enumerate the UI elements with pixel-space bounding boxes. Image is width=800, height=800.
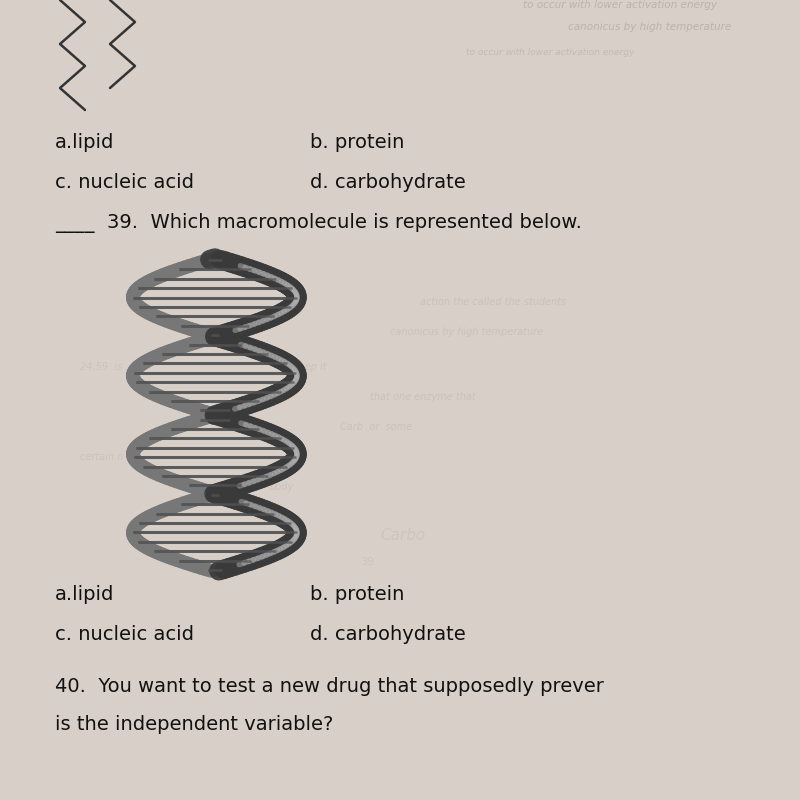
Text: to occur with lower activation energy: to occur with lower activation energy bbox=[523, 0, 717, 10]
Text: ____  39.  Which macromolecule is represented below.: ____ 39. Which macromolecule is represen… bbox=[55, 213, 582, 233]
Text: body: body bbox=[270, 482, 294, 492]
Text: d. carbohydrate: d. carbohydrate bbox=[310, 625, 466, 644]
Text: to keep it: to keep it bbox=[280, 362, 326, 372]
Text: Carbo: Carbo bbox=[380, 528, 426, 543]
Text: d. carbohydrate: d. carbohydrate bbox=[310, 173, 466, 192]
Text: c. nucleic acid: c. nucleic acid bbox=[55, 625, 194, 644]
Text: a.lipid: a.lipid bbox=[55, 585, 114, 604]
Text: canonicus by high temperature: canonicus by high temperature bbox=[390, 327, 543, 337]
Text: b. protein: b. protein bbox=[310, 585, 404, 604]
Text: certain n: certain n bbox=[80, 452, 123, 462]
Text: 24,59  is: 24,59 is bbox=[80, 362, 122, 372]
Text: 40.  You want to test a new drug that supposedly prever: 40. You want to test a new drug that sup… bbox=[55, 677, 604, 696]
Text: that one enzyme that: that one enzyme that bbox=[370, 392, 476, 402]
Text: canonicus by high temperature: canonicus by high temperature bbox=[568, 22, 732, 32]
Text: a.lipid: a.lipid bbox=[55, 133, 114, 152]
Text: action the called the students: action the called the students bbox=[420, 297, 566, 307]
Text: is the independent variable?: is the independent variable? bbox=[55, 715, 334, 734]
Text: b. protein: b. protein bbox=[310, 133, 404, 152]
Text: to occur with lower activation energy: to occur with lower activation energy bbox=[466, 48, 634, 57]
Text: 39: 39 bbox=[360, 557, 374, 567]
Text: Carb  or  some: Carb or some bbox=[340, 422, 412, 432]
Text: c. nucleic acid: c. nucleic acid bbox=[55, 173, 194, 192]
